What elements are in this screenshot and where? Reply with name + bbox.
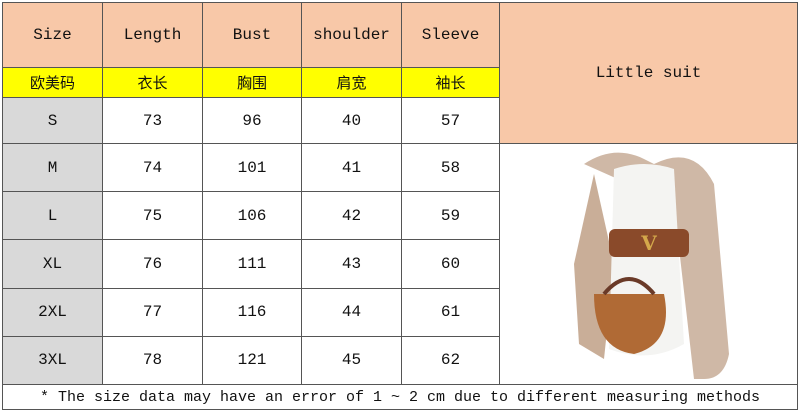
cell-shoulder: 41 — [301, 142, 402, 193]
cell-size: 2XL — [2, 287, 103, 337]
cell-length: 75 — [102, 191, 203, 241]
header-bust: Bust — [202, 2, 302, 68]
cell-size: L — [2, 191, 103, 241]
product-title: Little suit — [499, 2, 798, 144]
cell-bust: 116 — [202, 287, 302, 337]
cell-bust: 106 — [202, 191, 302, 241]
belt-shape — [608, 229, 689, 257]
footnote: * The size data may have an error of 1 ~… — [2, 384, 798, 410]
cell-length: 78 — [102, 335, 203, 386]
table-row: XL 76 111 43 60 — [2, 239, 798, 289]
cell-size: 3XL — [2, 335, 103, 386]
cell-length: 73 — [102, 97, 203, 144]
table-row: 2XL 77 116 44 61 — [2, 287, 798, 337]
cell-shoulder: 42 — [301, 191, 402, 241]
cell-sleeve: 60 — [401, 239, 500, 289]
cell-bust: 111 — [202, 239, 302, 289]
cell-size: M — [2, 142, 103, 193]
cell-sleeve: 59 — [401, 191, 500, 241]
cell-bust: 121 — [202, 335, 302, 386]
model-illustration: V — [533, 144, 764, 379]
header-size: Size — [2, 2, 103, 68]
cell-length: 76 — [102, 239, 203, 289]
header-length: Length — [102, 2, 203, 68]
header-row: Size Length Bust shoulder Sleeve Little … — [2, 2, 798, 144]
svg-text:V: V — [640, 231, 657, 255]
cell-length: 74 — [102, 142, 203, 193]
header-zh-length: 衣长 — [102, 67, 203, 98]
cell-shoulder: 43 — [301, 239, 402, 289]
footnote-row: * The size data may have an error of 1 ~… — [2, 384, 798, 410]
cell-sleeve: 58 — [401, 142, 500, 193]
header-row-zh: 欧美码 衣长 胸围 肩宽 袖长 — [2, 67, 798, 98]
header-zh-bust: 胸围 — [202, 67, 302, 98]
handbag-shape — [593, 294, 666, 354]
blazer-shape — [583, 152, 729, 379]
table-row: M 74 101 41 58 V — [2, 142, 798, 385]
cell-shoulder: 40 — [301, 97, 402, 144]
cell-size: S — [2, 97, 103, 144]
header-shoulder: shoulder — [301, 2, 402, 68]
cell-shoulder: 45 — [301, 335, 402, 386]
header-zh-shoulder: 肩宽 — [301, 67, 402, 98]
cell-sleeve: 62 — [401, 335, 500, 386]
table-row: 3XL 78 121 45 62 — [2, 335, 798, 386]
cell-length: 77 — [102, 287, 203, 337]
cell-sleeve: 57 — [401, 97, 500, 144]
cell-bust: 101 — [202, 142, 302, 193]
cell-shoulder: 44 — [301, 287, 402, 337]
header-sleeve: Sleeve — [401, 2, 500, 68]
cell-size: XL — [2, 239, 103, 289]
product-photo: V — [499, 143, 798, 385]
header-zh-sleeve: 袖长 — [401, 67, 500, 98]
cell-sleeve: 61 — [401, 287, 500, 337]
cell-bust: 96 — [202, 97, 302, 144]
header-zh-size: 欧美码 — [2, 67, 103, 98]
